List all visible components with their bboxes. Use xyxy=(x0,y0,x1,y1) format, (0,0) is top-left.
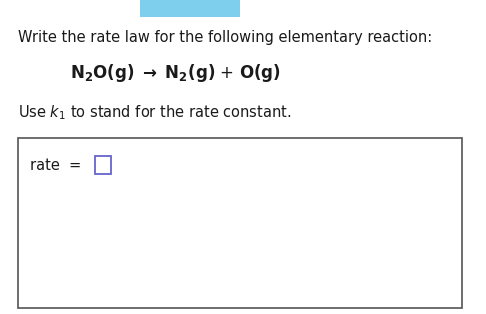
Text: $\mathbf{N_2O}$$\mathbf{(g)}$ $\mathbf{\rightarrow}$ $\mathbf{N_2}$$\mathbf{(g)}: $\mathbf{N_2O}$$\mathbf{(g)}$ $\mathbf{\… xyxy=(70,62,281,84)
Text: rate  =: rate = xyxy=(30,158,81,173)
Text: Write the rate law for the following elementary reaction:: Write the rate law for the following ele… xyxy=(18,30,432,45)
FancyBboxPatch shape xyxy=(140,0,240,17)
FancyBboxPatch shape xyxy=(95,156,111,174)
Text: Use $k_1$ to stand for the rate constant.: Use $k_1$ to stand for the rate constant… xyxy=(18,103,292,122)
FancyBboxPatch shape xyxy=(18,138,462,308)
